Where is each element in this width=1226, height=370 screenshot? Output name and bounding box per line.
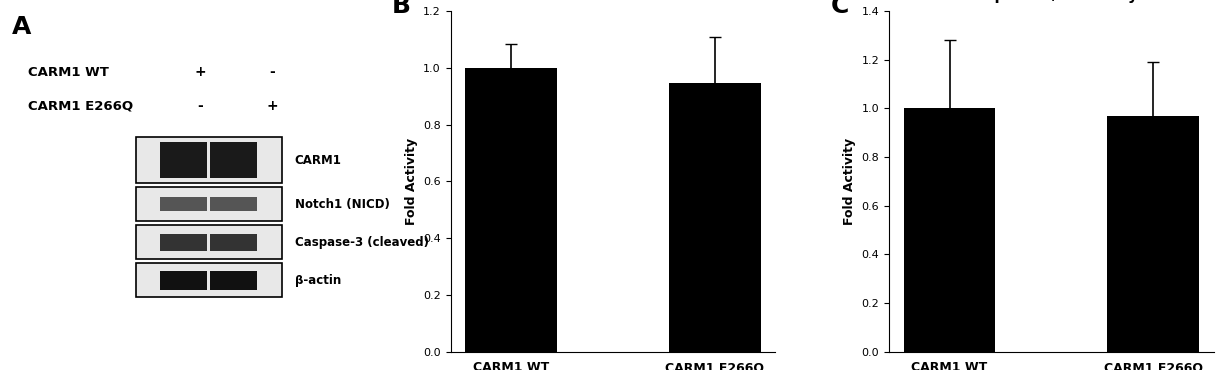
Text: +: + xyxy=(266,100,278,114)
Text: B: B xyxy=(392,0,411,18)
Title: Caspase-3/7 activity: Caspase-3/7 activity xyxy=(965,0,1139,3)
Y-axis label: Fold Activity: Fold Activity xyxy=(405,138,418,225)
Bar xyxy=(210,162,257,178)
Bar xyxy=(669,83,760,352)
Bar xyxy=(210,142,257,162)
Text: A: A xyxy=(12,14,32,38)
Text: +: + xyxy=(195,65,206,80)
Bar xyxy=(136,137,282,183)
Bar xyxy=(210,234,257,251)
Bar xyxy=(210,197,257,211)
Bar xyxy=(161,162,207,178)
Bar xyxy=(1107,116,1199,352)
Text: β-actin: β-actin xyxy=(294,274,341,287)
Bar xyxy=(136,225,282,259)
Text: CARM1 E266Q: CARM1 E266Q xyxy=(28,100,134,113)
Text: CARM1: CARM1 xyxy=(294,154,342,166)
Bar xyxy=(210,271,257,290)
Bar xyxy=(136,263,282,297)
Y-axis label: Fold Activity: Fold Activity xyxy=(843,138,856,225)
Bar xyxy=(161,234,207,251)
Text: -: - xyxy=(197,100,204,114)
Bar xyxy=(904,108,996,352)
Text: Caspase-3 (cleaved): Caspase-3 (cleaved) xyxy=(294,236,429,249)
Text: C: C xyxy=(830,0,848,18)
Bar xyxy=(161,142,207,162)
Bar xyxy=(136,187,282,221)
Bar xyxy=(161,197,207,211)
Bar xyxy=(466,68,557,351)
Text: CARM1 WT: CARM1 WT xyxy=(28,66,109,79)
Text: Notch1 (NICD): Notch1 (NICD) xyxy=(294,198,390,211)
Bar xyxy=(161,271,207,290)
Text: -: - xyxy=(270,65,275,80)
